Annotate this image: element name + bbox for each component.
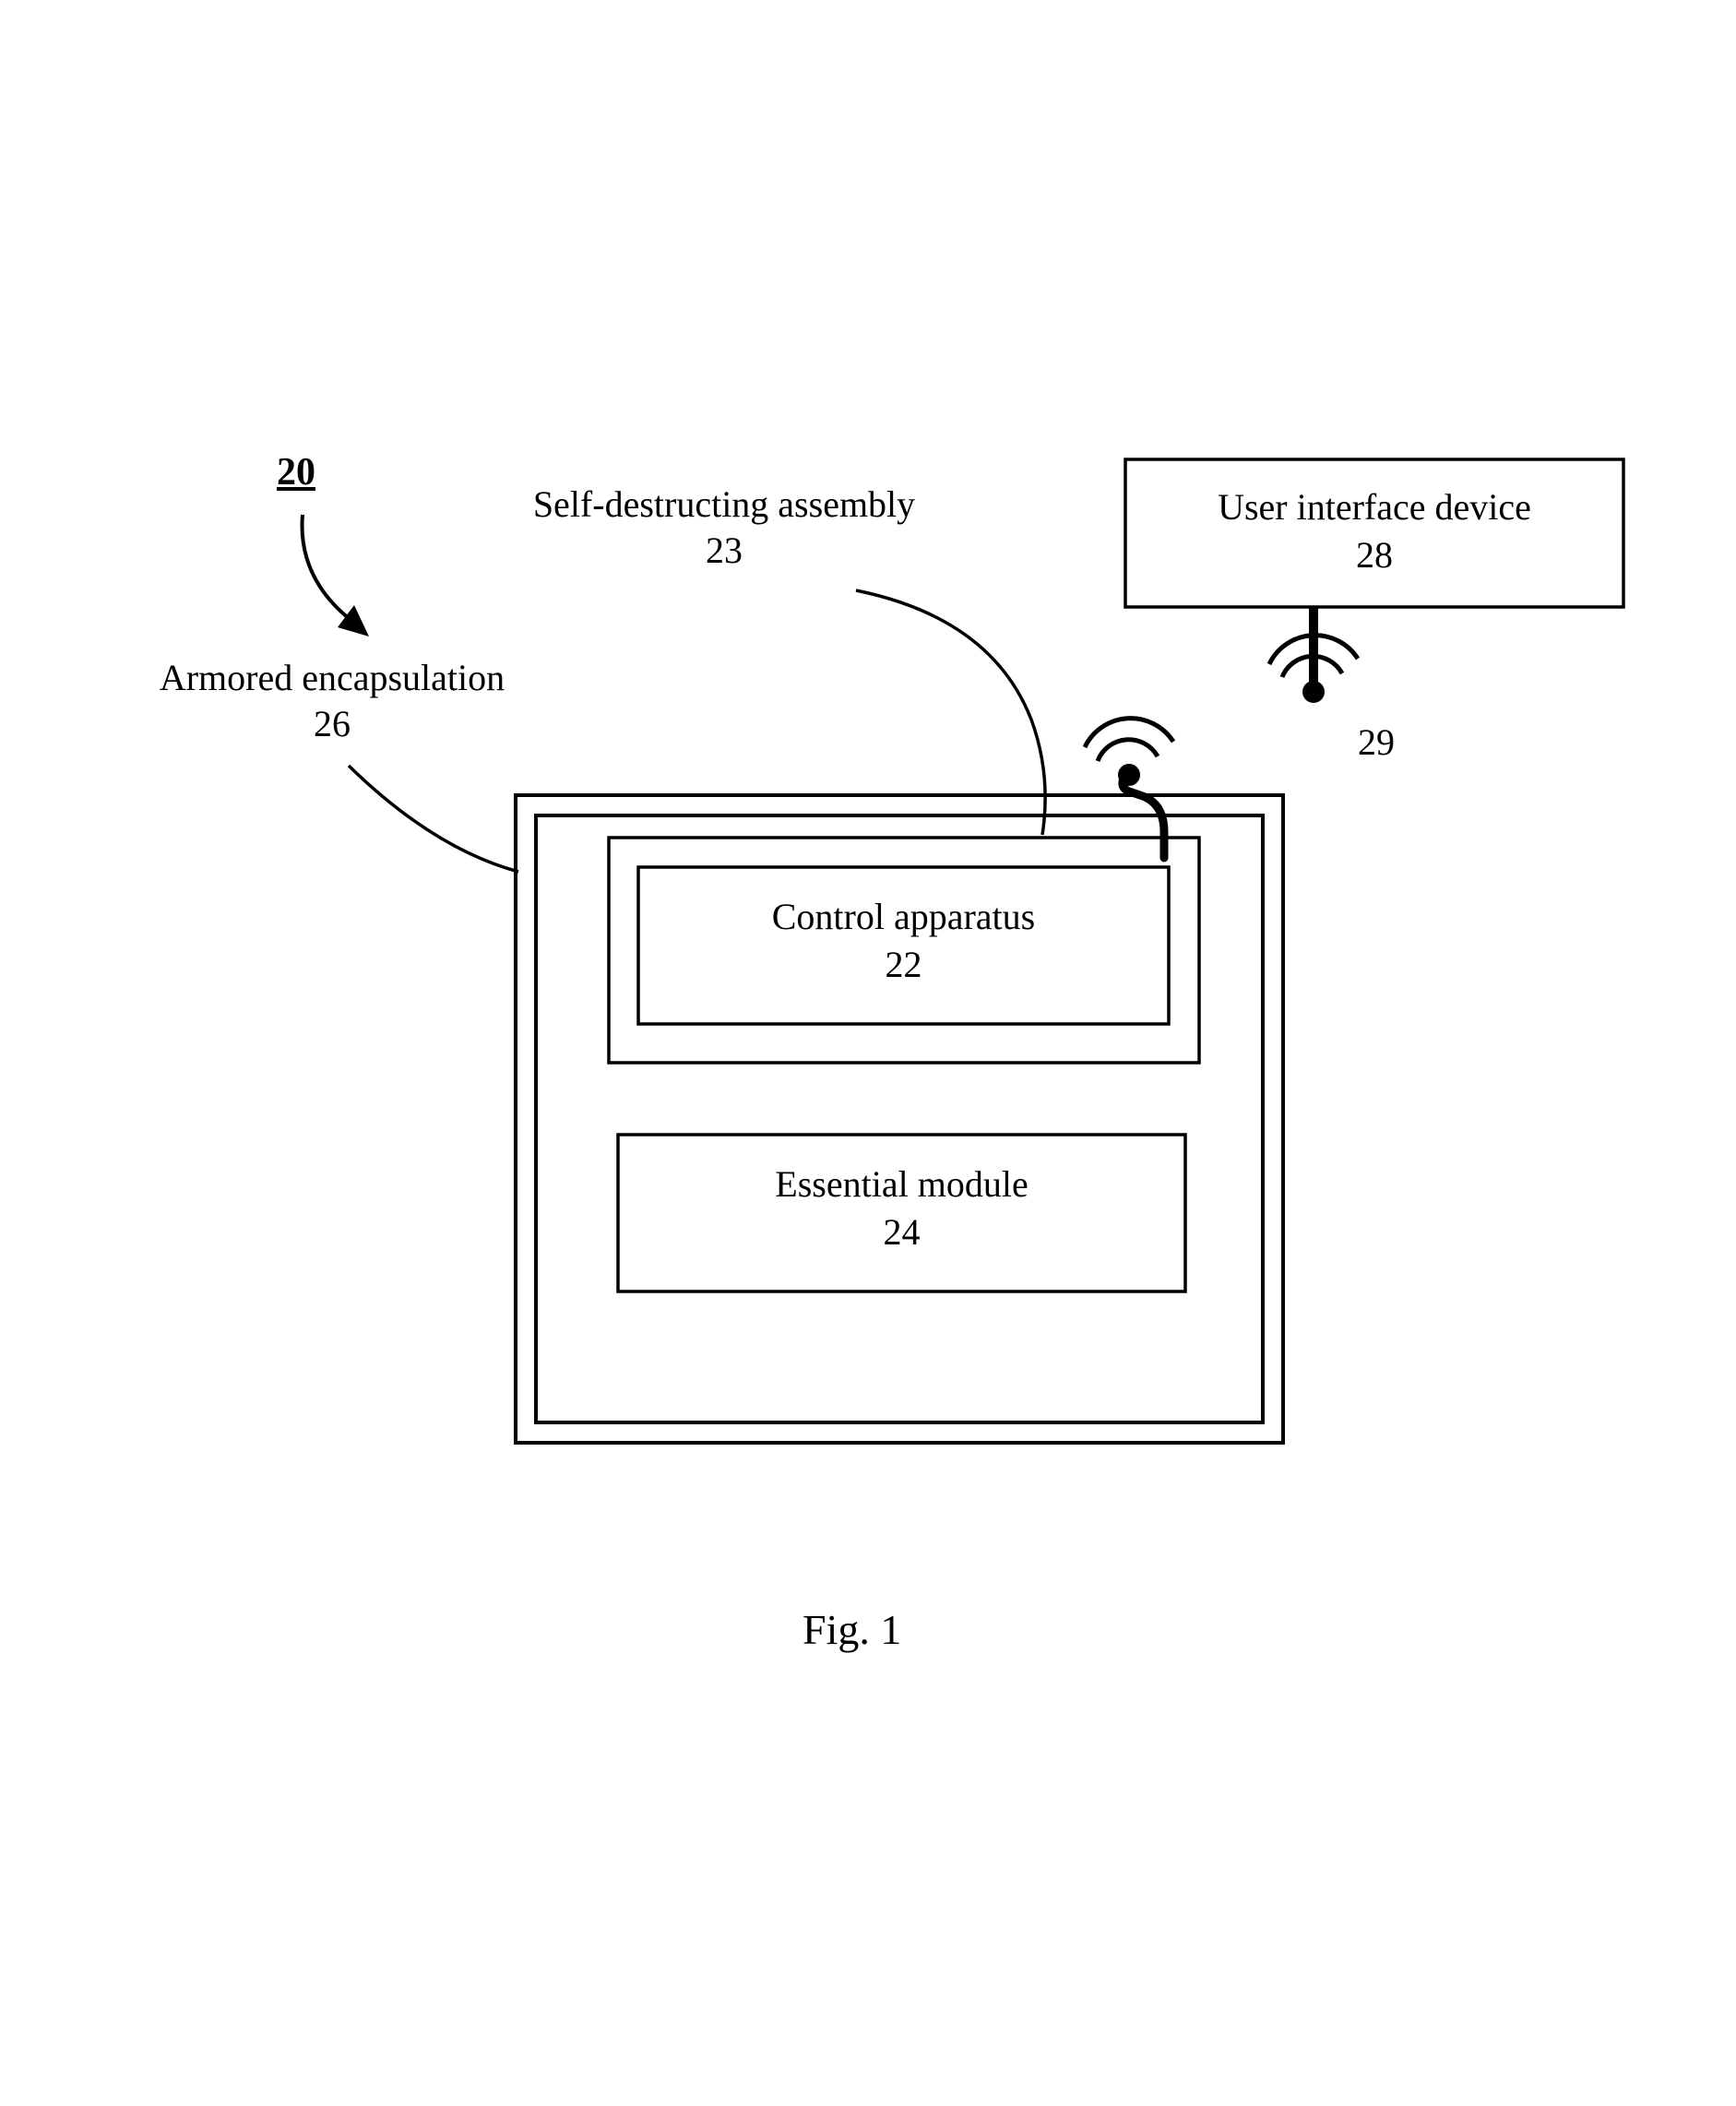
label-29: 29 [1358,720,1395,766]
leader-self-destruct [856,590,1045,835]
inner-antenna-arc-2 [1085,719,1173,747]
ref20-arrow-shaft [303,515,359,625]
label-armored-title: Armored encapsulation [160,657,505,698]
figure-caption: Fig. 1 [803,1605,901,1654]
label-armored-encapsulation: Armored encapsulation 26 [129,655,535,747]
label-user-iface-num: 28 [1356,534,1393,576]
label-control-title: Control apparatus [772,896,1036,937]
label-self-destructing-title: Self-destructing assembly [533,483,915,525]
label-essential-title: Essential module [775,1163,1028,1205]
ref-20: 20 [277,450,315,494]
ref20-arrowhead [338,605,369,637]
label-control-apparatus: Control apparatus 22 [638,893,1169,989]
label-self-destructing-num: 23 [706,529,743,571]
label-armored-num: 26 [314,703,351,744]
figure-canvas: 20 Self-destructing assembly 23 Armored … [0,0,1736,2106]
diagram-svg [0,0,1736,2106]
label-essential-module: Essential module 24 [618,1160,1185,1256]
label-control-num: 22 [886,944,922,985]
label-user-iface-title: User interface device [1218,486,1531,528]
inner-antenna-arc-1 [1098,740,1158,761]
label-essential-num: 24 [884,1211,921,1253]
label-user-interface-device: User interface device 28 [1125,483,1623,579]
outer-antenna-dot [1302,681,1325,703]
leader-armored [349,766,518,872]
inner-antenna-dot [1118,764,1140,786]
label-self-destructing-assembly: Self-destructing assembly 23 [517,482,932,574]
